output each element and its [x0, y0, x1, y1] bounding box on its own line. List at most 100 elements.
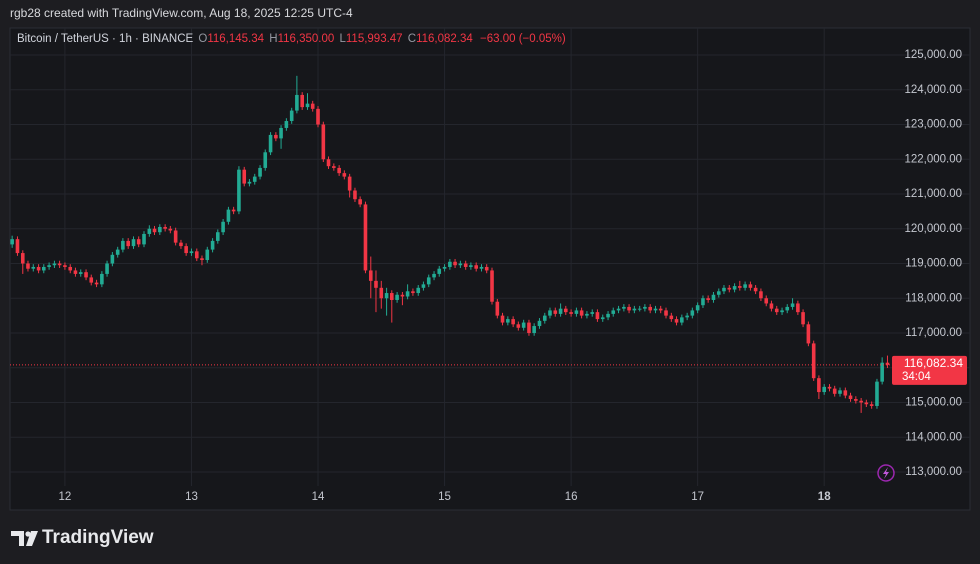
candle-body	[495, 301, 500, 316]
candle-body	[796, 303, 800, 313]
candle-body	[843, 390, 848, 396]
x-tick-label: 15	[438, 491, 451, 503]
candle-body	[532, 326, 536, 333]
candle-body	[479, 266, 484, 269]
candle-body	[52, 263, 57, 266]
candle-body	[395, 294, 399, 300]
candle-body	[326, 159, 331, 167]
candle-body	[822, 386, 826, 393]
candle-body	[374, 280, 378, 288]
candle-body	[606, 313, 610, 318]
candle-body	[616, 308, 621, 311]
grid	[10, 28, 970, 486]
candle-body	[600, 317, 605, 320]
candle-body	[200, 258, 204, 261]
candle-body	[595, 312, 600, 320]
candle-body	[231, 209, 236, 212]
candle-body	[126, 240, 130, 247]
candle-body	[774, 308, 779, 313]
candle-body	[411, 291, 415, 294]
candle-body	[110, 254, 115, 264]
x-tick-label: 18	[818, 491, 831, 503]
candle-body	[658, 308, 663, 311]
candle-body	[463, 263, 468, 267]
candle-body	[47, 265, 51, 267]
candle-body	[759, 291, 763, 299]
candle-body	[316, 108, 320, 125]
alert-icon	[877, 464, 895, 482]
candle-body	[448, 261, 452, 267]
candle-body	[321, 124, 326, 160]
candle-body	[685, 315, 689, 318]
candle-body	[73, 270, 78, 274]
candle-body	[94, 282, 99, 285]
candle-body	[537, 320, 542, 327]
logo: TradingView	[11, 527, 154, 548]
candle-body	[173, 230, 178, 243]
candle-body	[237, 169, 241, 212]
candle-body	[100, 273, 104, 285]
candle-body	[664, 310, 668, 316]
candle-body	[553, 310, 558, 314]
y-tick-label: 114,000.00	[905, 431, 962, 443]
candle-body	[848, 395, 853, 400]
candle-body	[521, 322, 526, 328]
candle-body	[469, 265, 473, 267]
legend-low: 115,993.47	[346, 33, 403, 45]
candle-body	[806, 324, 811, 344]
candle-body	[353, 190, 357, 200]
candle-body	[115, 249, 120, 255]
candle-body	[379, 287, 384, 299]
candle-body	[622, 306, 626, 309]
candle-body	[26, 263, 30, 269]
candle-body	[179, 242, 183, 247]
candle-body	[284, 121, 289, 128]
candle-body	[743, 284, 747, 288]
candle-body	[274, 134, 278, 139]
candle-body	[184, 246, 188, 254]
candle-body	[864, 402, 869, 405]
candle-body	[152, 228, 157, 233]
candle-body	[36, 266, 41, 271]
candle-body	[300, 94, 304, 108]
candle-body	[785, 306, 790, 311]
legend-change: −63.00 (−0.05%)	[480, 33, 566, 45]
candle-body	[680, 317, 684, 323]
candle-body	[136, 239, 141, 245]
candle-body	[163, 227, 167, 229]
candle-body	[579, 310, 584, 316]
candle-body	[527, 322, 531, 333]
candle-body	[453, 261, 457, 266]
candle-body	[347, 176, 352, 191]
candle-body	[389, 293, 394, 300]
ohlc-legend: Bitcoin / TetherUS · 1h · BINANCE O116,1…	[17, 33, 566, 45]
candle-body	[194, 251, 199, 259]
candle-body	[827, 386, 832, 389]
candle-body	[869, 404, 874, 406]
candle-body	[279, 127, 283, 139]
candle-body	[711, 294, 716, 300]
candle-body	[500, 315, 505, 323]
candle-body	[10, 239, 14, 245]
candle-body	[817, 378, 821, 393]
candle-body	[20, 253, 25, 264]
candle-body	[632, 308, 637, 311]
x-tick-label: 14	[312, 491, 325, 503]
y-tick-label: 115,000.00	[905, 397, 962, 409]
candle-body	[295, 94, 299, 111]
candle-body	[121, 240, 125, 250]
candle-body	[611, 310, 616, 314]
candle-body	[801, 312, 805, 325]
candle-body	[474, 265, 478, 269]
candle-body	[558, 308, 563, 314]
candles	[10, 75, 890, 413]
candle-body	[490, 270, 494, 302]
last-price-label: 116,082.34	[904, 356, 963, 370]
candle-body	[701, 298, 705, 306]
y-tick-label: 122,000.00	[904, 153, 962, 165]
candle-body	[790, 303, 795, 307]
y-tick-label: 117,000.00	[905, 327, 962, 339]
candle-body	[158, 227, 162, 233]
candle-body	[585, 313, 589, 316]
